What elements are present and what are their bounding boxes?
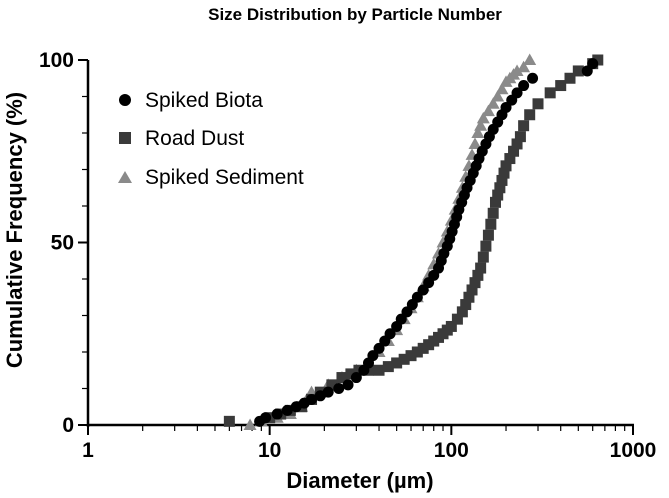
data-point bbox=[345, 368, 357, 380]
data-point bbox=[460, 299, 472, 311]
data-point bbox=[322, 386, 334, 398]
data-point bbox=[492, 189, 504, 201]
data-point bbox=[511, 87, 523, 99]
data-point bbox=[472, 269, 484, 281]
data-point bbox=[306, 393, 318, 405]
data-point bbox=[518, 80, 530, 92]
data-point bbox=[391, 357, 403, 369]
data-point bbox=[476, 111, 490, 124]
data-point bbox=[405, 350, 417, 362]
y-axis-ticks: 0 50 100 bbox=[39, 49, 88, 437]
data-point bbox=[445, 320, 457, 332]
data-point bbox=[523, 53, 537, 65]
y-axis-label: Cumulative Frequency (%) bbox=[2, 92, 27, 368]
data-point bbox=[471, 126, 485, 138]
data-point bbox=[260, 412, 272, 424]
data-point bbox=[398, 353, 410, 365]
data-point bbox=[489, 196, 501, 208]
series-road-dust bbox=[223, 54, 604, 427]
data-point bbox=[336, 372, 348, 384]
legend-label-spiked-biota: Spiked Biota bbox=[145, 89, 263, 112]
data-point bbox=[469, 277, 481, 289]
data-point bbox=[333, 383, 345, 394]
data-point bbox=[411, 291, 423, 303]
x-tick-label: 1 bbox=[82, 439, 94, 462]
data-point bbox=[350, 372, 362, 384]
data-point bbox=[382, 361, 394, 373]
data-point bbox=[496, 174, 508, 186]
x-tick-label: 100 bbox=[434, 439, 469, 462]
data-point bbox=[518, 120, 530, 132]
x-tick-label: 1000 bbox=[610, 439, 657, 462]
x-tick-label: 10 bbox=[258, 439, 281, 462]
data-point bbox=[564, 72, 576, 84]
data-point bbox=[485, 218, 497, 230]
data-point bbox=[494, 182, 506, 194]
y-tick-label: 50 bbox=[51, 232, 74, 255]
data-point bbox=[342, 379, 354, 391]
data-point bbox=[477, 251, 489, 263]
data-point bbox=[367, 350, 379, 362]
data-point bbox=[495, 82, 509, 95]
legend: Spiked Biota Road Dust Spiked Sediment bbox=[118, 89, 304, 189]
data-point bbox=[243, 418, 257, 430]
x-axis-label: Diameter (µm) bbox=[286, 468, 433, 493]
data-point bbox=[474, 119, 488, 131]
series-spiked-biota bbox=[254, 58, 599, 427]
data-point bbox=[572, 65, 584, 77]
x-axis-ticks: 1 10 100 1000 bbox=[82, 425, 656, 462]
data-point bbox=[456, 306, 468, 318]
legend-marker-road-dust bbox=[119, 132, 131, 144]
y-tick-label: 100 bbox=[39, 49, 74, 72]
data-point bbox=[527, 72, 539, 84]
legend-label-spiked-sediment: Spiked Sediment bbox=[145, 166, 304, 189]
data-point bbox=[498, 167, 510, 179]
data-point bbox=[475, 262, 487, 274]
data-point bbox=[451, 313, 463, 325]
data-points bbox=[223, 53, 604, 430]
legend-marker-spiked-sediment bbox=[118, 171, 132, 183]
data-point bbox=[223, 415, 235, 427]
chart-title: Size Distribution by Particle Number bbox=[208, 5, 502, 24]
data-point bbox=[486, 97, 500, 109]
data-point bbox=[504, 153, 516, 165]
data-point bbox=[468, 137, 482, 149]
legend-marker-spiked-biota bbox=[119, 94, 131, 106]
data-point bbox=[555, 80, 567, 92]
series-spiked-sediment bbox=[243, 53, 537, 430]
data-point bbox=[480, 240, 492, 252]
data-point bbox=[491, 90, 505, 102]
data-point bbox=[510, 64, 524, 76]
data-point bbox=[517, 60, 531, 73]
data-point bbox=[384, 328, 396, 340]
y-minor-ticks bbox=[82, 95, 88, 390]
data-point bbox=[326, 379, 338, 391]
data-point bbox=[500, 160, 512, 172]
data-point bbox=[524, 109, 536, 121]
data-point bbox=[508, 145, 520, 157]
data-point bbox=[544, 87, 556, 99]
data-point bbox=[463, 291, 475, 303]
data-point bbox=[281, 404, 293, 416]
data-point bbox=[514, 131, 526, 143]
data-point bbox=[511, 138, 523, 150]
data-point bbox=[411, 346, 423, 358]
data-point bbox=[487, 207, 499, 219]
y-tick-label: 0 bbox=[62, 414, 74, 437]
data-point bbox=[592, 54, 604, 66]
data-point bbox=[481, 104, 495, 117]
data-point bbox=[482, 229, 494, 241]
data-point bbox=[271, 408, 283, 420]
legend-label-road-dust: Road Dust bbox=[145, 127, 244, 150]
data-point bbox=[373, 364, 385, 376]
data-point bbox=[466, 284, 478, 296]
data-point bbox=[532, 98, 544, 110]
data-point bbox=[587, 58, 599, 70]
